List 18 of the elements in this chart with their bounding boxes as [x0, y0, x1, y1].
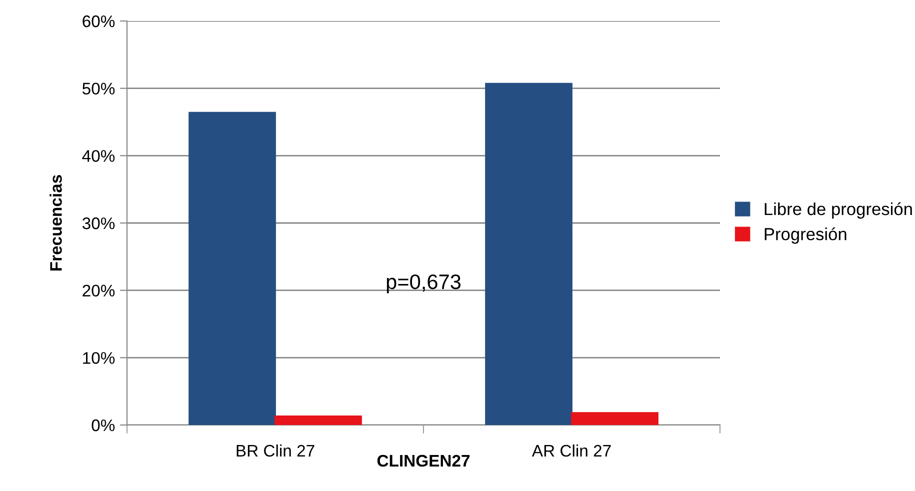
x-tick-label: AR Clin 27 — [532, 444, 611, 457]
legend-label: Progresión — [764, 227, 846, 244]
bar — [571, 412, 658, 425]
y-axis-title: Frecuencias — [50, 175, 62, 271]
bar — [485, 82, 572, 425]
y-tick-label: 20% — [82, 284, 115, 297]
bar — [274, 416, 362, 425]
x-tick-label: BR Clin 27 — [236, 444, 314, 457]
y-tick-label: 40% — [82, 150, 115, 162]
legend-label: Libre de progresión — [764, 202, 912, 219]
annotation: p=0,673 — [386, 274, 461, 294]
x-axis-title: CLINGEN27 — [377, 454, 470, 467]
y-tick-label: 10% — [83, 352, 115, 364]
y-tick-label: 30% — [82, 217, 115, 230]
y-tick-label: 60% — [82, 15, 115, 28]
bar — [188, 112, 276, 425]
y-tick-label: 0% — [92, 419, 115, 432]
y-tick-label: 50% — [82, 82, 115, 95]
